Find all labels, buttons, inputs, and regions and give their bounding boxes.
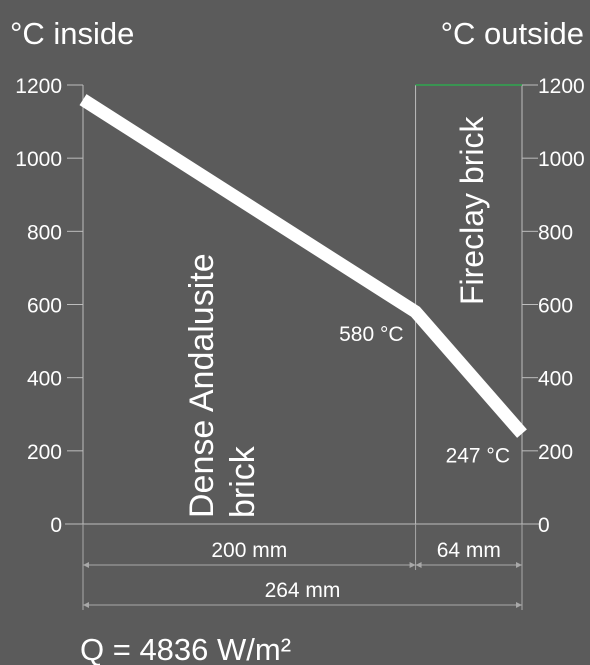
right-tick-label: 1200 bbox=[538, 75, 585, 98]
left-tick-label: 400 bbox=[27, 368, 62, 391]
right-tick-label: 0 bbox=[538, 514, 550, 537]
left-tick-label: 1000 bbox=[15, 148, 62, 171]
dimension-fireclay-layer-label: 64 mm bbox=[437, 539, 501, 562]
title-outside: °C outside bbox=[441, 16, 584, 51]
layer-label-fireclay: Fireclay brick bbox=[454, 116, 490, 305]
dimension-arrowhead bbox=[83, 602, 89, 608]
dimension-arrowhead bbox=[409, 562, 416, 568]
dimension-total-label: 264 mm bbox=[265, 579, 341, 602]
heat-flux-label: Q = 4836 W/m² bbox=[80, 632, 291, 665]
layer-label-line: brick bbox=[224, 445, 262, 518]
temperature-annotation-1: 247 °C bbox=[446, 445, 510, 468]
left-tick-label: 0 bbox=[50, 514, 62, 537]
left-tick-label: 800 bbox=[27, 221, 62, 244]
dimension-arrowhead bbox=[415, 562, 422, 568]
right-tick-label: 400 bbox=[538, 368, 573, 391]
dimension-arrowhead bbox=[516, 602, 522, 608]
layer-label-dense-andalusite: Dense Andalusitebrick bbox=[183, 253, 262, 518]
right-tick-label: 600 bbox=[538, 295, 573, 318]
left-tick-label: 600 bbox=[27, 295, 62, 318]
right-tick-label: 1000 bbox=[538, 148, 585, 171]
left-tick-label: 1200 bbox=[15, 75, 62, 98]
right-tick-label: 800 bbox=[538, 221, 573, 244]
left-tick-label: 200 bbox=[27, 441, 62, 464]
temperature-annotation-0: 580 °C bbox=[339, 323, 403, 346]
dimension-dense-layer-label: 200 mm bbox=[211, 539, 287, 562]
dimension-arrowhead bbox=[83, 562, 89, 568]
layer-label-line: Dense Andalusite bbox=[183, 253, 221, 518]
dimension-arrowhead bbox=[516, 562, 522, 568]
title-inside: °C inside bbox=[10, 16, 134, 51]
right-tick-label: 200 bbox=[538, 441, 573, 464]
